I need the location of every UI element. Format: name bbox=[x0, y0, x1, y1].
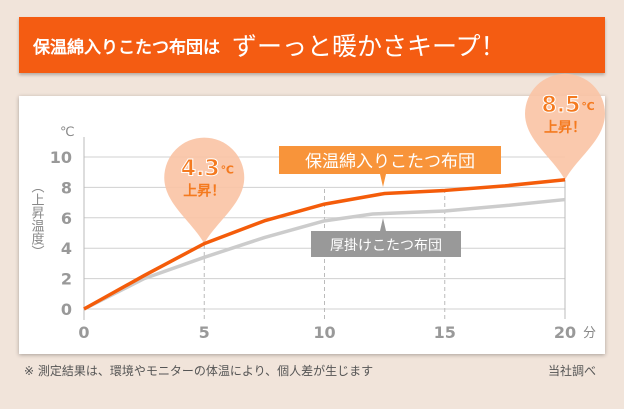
x-tick-label: 15 bbox=[434, 323, 456, 342]
source-note: 当社調べ bbox=[547, 364, 596, 378]
series-line bbox=[83, 197, 566, 311]
x-tick-label: 10 bbox=[313, 323, 335, 342]
y-tick-label: 0 bbox=[61, 300, 72, 319]
y-tick-label: 10 bbox=[50, 148, 72, 167]
y-tick-label: 2 bbox=[61, 270, 72, 289]
annotation-bubble bbox=[525, 73, 605, 180]
x-axis-label: 分 bbox=[583, 326, 596, 341]
headline-banner: 保温綿入りこたつ布団は ずーっと暖かさキープ！ bbox=[19, 17, 605, 73]
annotation-text: 上昇！ bbox=[183, 184, 225, 200]
headline-prefix: 保温綿入りこたつ布団は bbox=[33, 37, 220, 58]
series-label-pointer bbox=[380, 174, 386, 187]
annotation-value: 8.5 bbox=[542, 93, 581, 118]
y-axis-label: （上昇温度） bbox=[29, 180, 45, 258]
headline-text: ずーっと暖かさキープ！ bbox=[232, 32, 506, 61]
x-tick-label: 5 bbox=[199, 323, 210, 342]
series-label-bg bbox=[279, 146, 501, 174]
y-unit: ℃ bbox=[60, 125, 75, 140]
y-tick-label: 6 bbox=[61, 209, 72, 228]
annotation-unit: ℃ bbox=[221, 164, 234, 177]
series-label: 厚掛けこたつ布団 bbox=[330, 238, 442, 254]
annotation-value: 4.3 bbox=[181, 157, 220, 182]
series-line bbox=[83, 178, 566, 311]
footnote: ※ 測定結果は、環境やモニターの体温により、個人差が生じます bbox=[24, 364, 374, 378]
series-label: 保温綿入りこたつ布団 bbox=[305, 152, 475, 172]
series-label-pointer bbox=[380, 218, 386, 231]
y-tick-label: 4 bbox=[61, 239, 72, 258]
x-tick-label: 20 bbox=[554, 323, 576, 342]
annotation-text: 上昇！ bbox=[544, 120, 586, 136]
annotation-unit: ℃ bbox=[581, 100, 594, 113]
x-tick-label: 0 bbox=[78, 323, 89, 342]
annotation-bubble bbox=[164, 137, 245, 244]
y-tick-label: 8 bbox=[61, 178, 72, 197]
series-label-bg bbox=[311, 231, 461, 257]
